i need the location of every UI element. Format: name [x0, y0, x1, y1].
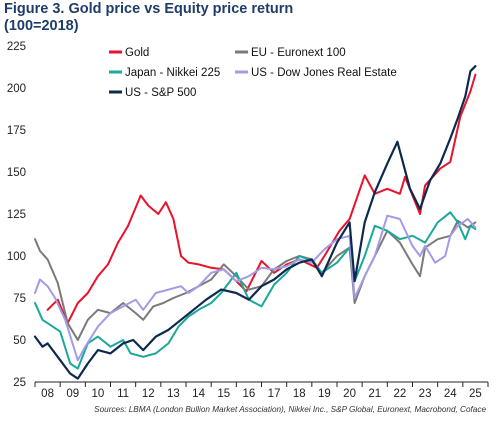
x-tick-label-19: 19	[318, 388, 331, 400]
x-tick-label-18: 18	[293, 388, 306, 400]
series-line-us-s-p-500	[33, 65, 477, 380]
legend-label-us-s-p-500: US - S&P 500	[125, 87, 196, 99]
x-tick-label-10: 10	[92, 388, 105, 400]
chart-title-line-1: Figure 3. Gold price vs Equity price ret…	[4, 1, 294, 17]
y-tick-label-75: 75	[13, 293, 26, 305]
legend: Gold EU - Euronext 100 Japan - Nikkei 225 U…	[109, 47, 397, 99]
x-tick-label-14: 14	[192, 388, 205, 400]
y-tick-label-175: 175	[7, 125, 26, 137]
legend-label-us-dow-jones-real-estate: US - Dow Jones Real Estate	[251, 67, 397, 79]
chart-title-line-2: (100=2018)	[4, 18, 79, 34]
x-tick-label-24: 24	[444, 388, 457, 400]
y-tick-label-150: 150	[7, 167, 26, 179]
series-line-us-dow-jones-real-estate	[34, 214, 477, 362]
x-tick-label-09: 09	[66, 388, 79, 400]
x-tick-label-22: 22	[394, 388, 407, 400]
x-tick-label-17: 17	[268, 388, 281, 400]
y-tick-label-225: 225	[7, 41, 26, 53]
x-tick-label-13: 13	[167, 388, 180, 400]
x-axis-ticks: 08 09 10 11 12 13 14 15 16 17 18 19 20 21 22 23 24 25	[34, 382, 489, 400]
chart-title: Figure 3. Gold price vs Equity price ret…	[4, 1, 496, 35]
x-tick-label-21: 21	[368, 388, 381, 400]
legend-label-gold: Gold	[125, 47, 149, 59]
y-tick-label-100: 100	[7, 251, 26, 263]
series-line-japan-nikkei-225	[34, 211, 477, 370]
y-tick-label-200: 200	[7, 83, 26, 95]
x-tick-label-15: 15	[217, 388, 230, 400]
x-tick-label-08: 08	[41, 388, 54, 400]
x-tick-label-12: 12	[142, 388, 155, 400]
legend-label-japan-nikkei-225: Japan - Nikkei 225	[125, 67, 220, 79]
x-tick-label-20: 20	[343, 388, 356, 400]
series-lines	[33, 65, 477, 380]
y-tick-label-50: 50	[13, 335, 26, 347]
y-tick-label-25: 25	[13, 377, 26, 389]
x-tick-label-25: 25	[469, 388, 482, 400]
y-tick-label-125: 125	[7, 209, 26, 221]
legend-label-eu-euronext-100: EU - Euronext 100	[251, 47, 346, 59]
source-note: Sources: LBMA (London Bullion Market Ass…	[94, 405, 486, 414]
x-tick-label-16: 16	[243, 388, 256, 400]
y-axis-ticks: 25 50 75 100 125 150 175 200 225	[7, 41, 26, 389]
x-tick-label-11: 11	[117, 388, 129, 400]
x-tick-label-23: 23	[419, 388, 432, 400]
series-line-eu-euronext-100	[34, 219, 477, 341]
